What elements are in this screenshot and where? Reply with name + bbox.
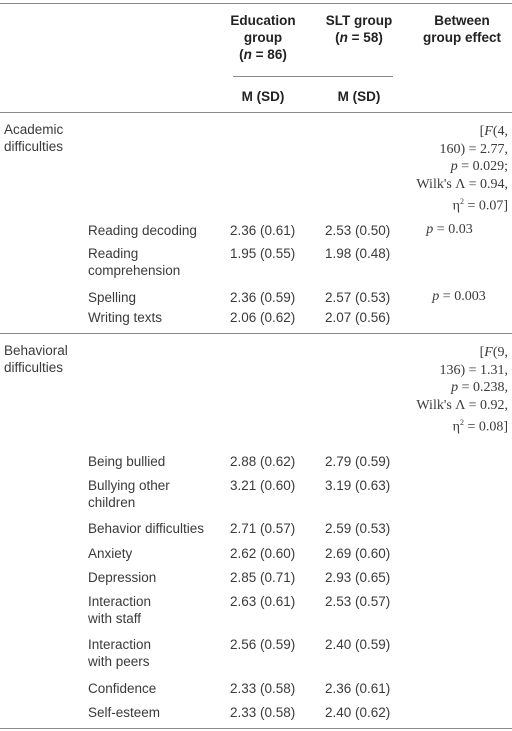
cell-slt: 2.69 (0.60) bbox=[325, 546, 391, 561]
cell-education: 2.56 (0.59) bbox=[230, 637, 296, 652]
cell-slt: 1.98 (0.48) bbox=[325, 246, 391, 261]
cell-slt: 2.57 (0.53) bbox=[325, 290, 391, 305]
header-education-line2: group bbox=[243, 30, 283, 45]
header-education-line1: Education bbox=[230, 13, 296, 28]
cell-slt: 2.07 (0.56) bbox=[325, 310, 391, 325]
table-row: Depression bbox=[88, 569, 156, 586]
subheader-education: M (SD) bbox=[241, 89, 285, 104]
cell-slt: 3.19 (0.63) bbox=[325, 478, 391, 493]
section-name-line: difficulties bbox=[4, 139, 64, 154]
effect-line: η2 = 0.08] bbox=[452, 418, 508, 435]
cell-slt: 2.53 (0.50) bbox=[325, 223, 391, 238]
row-label: with staff bbox=[88, 611, 142, 626]
effect-line: [F(4, bbox=[479, 124, 508, 139]
header-education-line3: (n = 86) bbox=[239, 47, 287, 62]
cell-effect: p = 0.003 bbox=[432, 289, 486, 304]
effect-line: Wilk's Λ = 0.94, bbox=[416, 176, 508, 192]
table-row: Bullying other children bbox=[88, 477, 170, 511]
table-row: Behavior difficulties bbox=[88, 520, 204, 537]
row-label: Spelling bbox=[88, 290, 137, 305]
top-rule bbox=[0, 3, 512, 4]
cell-education: 3.21 (0.60) bbox=[230, 478, 296, 493]
section-name-line: Behavioral bbox=[4, 343, 68, 358]
cell-slt: 2.53 (0.57) bbox=[325, 594, 391, 609]
cell-education: 1.95 (0.55) bbox=[230, 246, 296, 261]
bottom-rule bbox=[0, 728, 512, 729]
header-slt-line2: (n = 58) bbox=[335, 30, 383, 45]
table-row: Interaction with peers bbox=[88, 636, 151, 670]
cell-education: 2.85 (0.71) bbox=[230, 570, 296, 585]
cell-effect: p = 0.03 bbox=[426, 222, 473, 237]
cell-education: 2.36 (0.59) bbox=[230, 290, 296, 305]
cell-education: 2.62 (0.60) bbox=[230, 546, 296, 561]
effect-line: Wilk's Λ = 0.92, bbox=[416, 397, 508, 413]
cell-education: 2.33 (0.58) bbox=[230, 681, 296, 696]
table-row: Being bullied bbox=[88, 453, 165, 470]
row-label: Depression bbox=[88, 570, 157, 585]
row-label: Interaction bbox=[88, 637, 152, 652]
effect-line: 136) = 1.31, bbox=[439, 362, 508, 378]
section-behavioral-name: Behavioral difficulties bbox=[4, 342, 68, 376]
table-row: Reading decoding bbox=[88, 222, 197, 239]
table-row: Self-esteem bbox=[88, 704, 160, 721]
cell-slt: 2.59 (0.53) bbox=[325, 521, 391, 536]
header-bottom-rule bbox=[0, 112, 512, 113]
section-behavioral-effect: [F(9, 136) = 1.31, p = 0.238, Wilk's Λ =… bbox=[410, 344, 508, 436]
header-between: Between group effect bbox=[412, 12, 512, 46]
row-label: Writing texts bbox=[88, 310, 163, 325]
row-label: comprehension bbox=[88, 263, 181, 278]
section-name-line: Academic bbox=[4, 122, 64, 137]
row-label: with peers bbox=[88, 654, 150, 669]
cell-education: 2.33 (0.58) bbox=[230, 705, 296, 720]
header-slt: SLT group (n = 58) bbox=[318, 12, 400, 46]
cell-education: 2.36 (0.61) bbox=[230, 223, 296, 238]
cell-education: 2.63 (0.61) bbox=[230, 594, 296, 609]
cell-education: 2.06 (0.62) bbox=[230, 310, 296, 325]
effect-line: η2 = 0.07] bbox=[452, 197, 508, 214]
effect-line: [F(9, bbox=[479, 345, 508, 360]
table-row: Anxiety bbox=[88, 545, 132, 562]
row-label: Reading bbox=[88, 246, 139, 261]
table-row: Confidence bbox=[88, 680, 156, 697]
section-divider bbox=[0, 333, 512, 334]
cell-education: 2.88 (0.62) bbox=[230, 454, 296, 469]
row-label: Reading decoding bbox=[88, 223, 197, 238]
effect-line: p = 0.029; bbox=[450, 159, 508, 174]
row-label: Interaction bbox=[88, 594, 152, 609]
row-label: Anxiety bbox=[88, 546, 133, 561]
cell-slt: 2.40 (0.59) bbox=[325, 637, 391, 652]
header-between-line1: Between bbox=[434, 13, 490, 28]
table-row: Reading comprehension bbox=[88, 245, 180, 279]
effect-line: 160) = 2.77, bbox=[439, 141, 508, 157]
section-academic-name: Academic difficulties bbox=[4, 121, 63, 155]
cell-slt: 2.93 (0.65) bbox=[325, 570, 391, 585]
row-label: Self-esteem bbox=[88, 705, 161, 720]
table-row: Interaction with staff bbox=[88, 593, 151, 627]
row-label: Confidence bbox=[88, 681, 157, 696]
row-label: Behavior difficulties bbox=[88, 521, 205, 536]
cell-slt: 2.40 (0.62) bbox=[325, 705, 391, 720]
header-sub-rule bbox=[233, 76, 393, 77]
section-name-line: difficulties bbox=[4, 360, 64, 375]
cell-education: 2.71 (0.57) bbox=[230, 521, 296, 536]
section-academic-effect: [F(4, 160) = 2.77, p = 0.029; Wilk's Λ =… bbox=[410, 123, 508, 215]
cell-slt: 2.36 (0.61) bbox=[325, 681, 391, 696]
header-education: Education group (n = 86) bbox=[218, 12, 308, 63]
row-label: children bbox=[88, 495, 136, 510]
subheader-slt: M (SD) bbox=[337, 89, 381, 104]
header-slt-line1: SLT group bbox=[325, 13, 393, 28]
row-label: Being bullied bbox=[88, 454, 166, 469]
table-row: Spelling bbox=[88, 289, 136, 306]
cell-slt: 2.79 (0.59) bbox=[325, 454, 391, 469]
header-between-line2: group effect bbox=[422, 30, 501, 45]
row-label: Bullying other bbox=[88, 478, 170, 493]
table-row: Writing texts bbox=[88, 309, 162, 326]
effect-line: p = 0.238, bbox=[451, 380, 508, 395]
